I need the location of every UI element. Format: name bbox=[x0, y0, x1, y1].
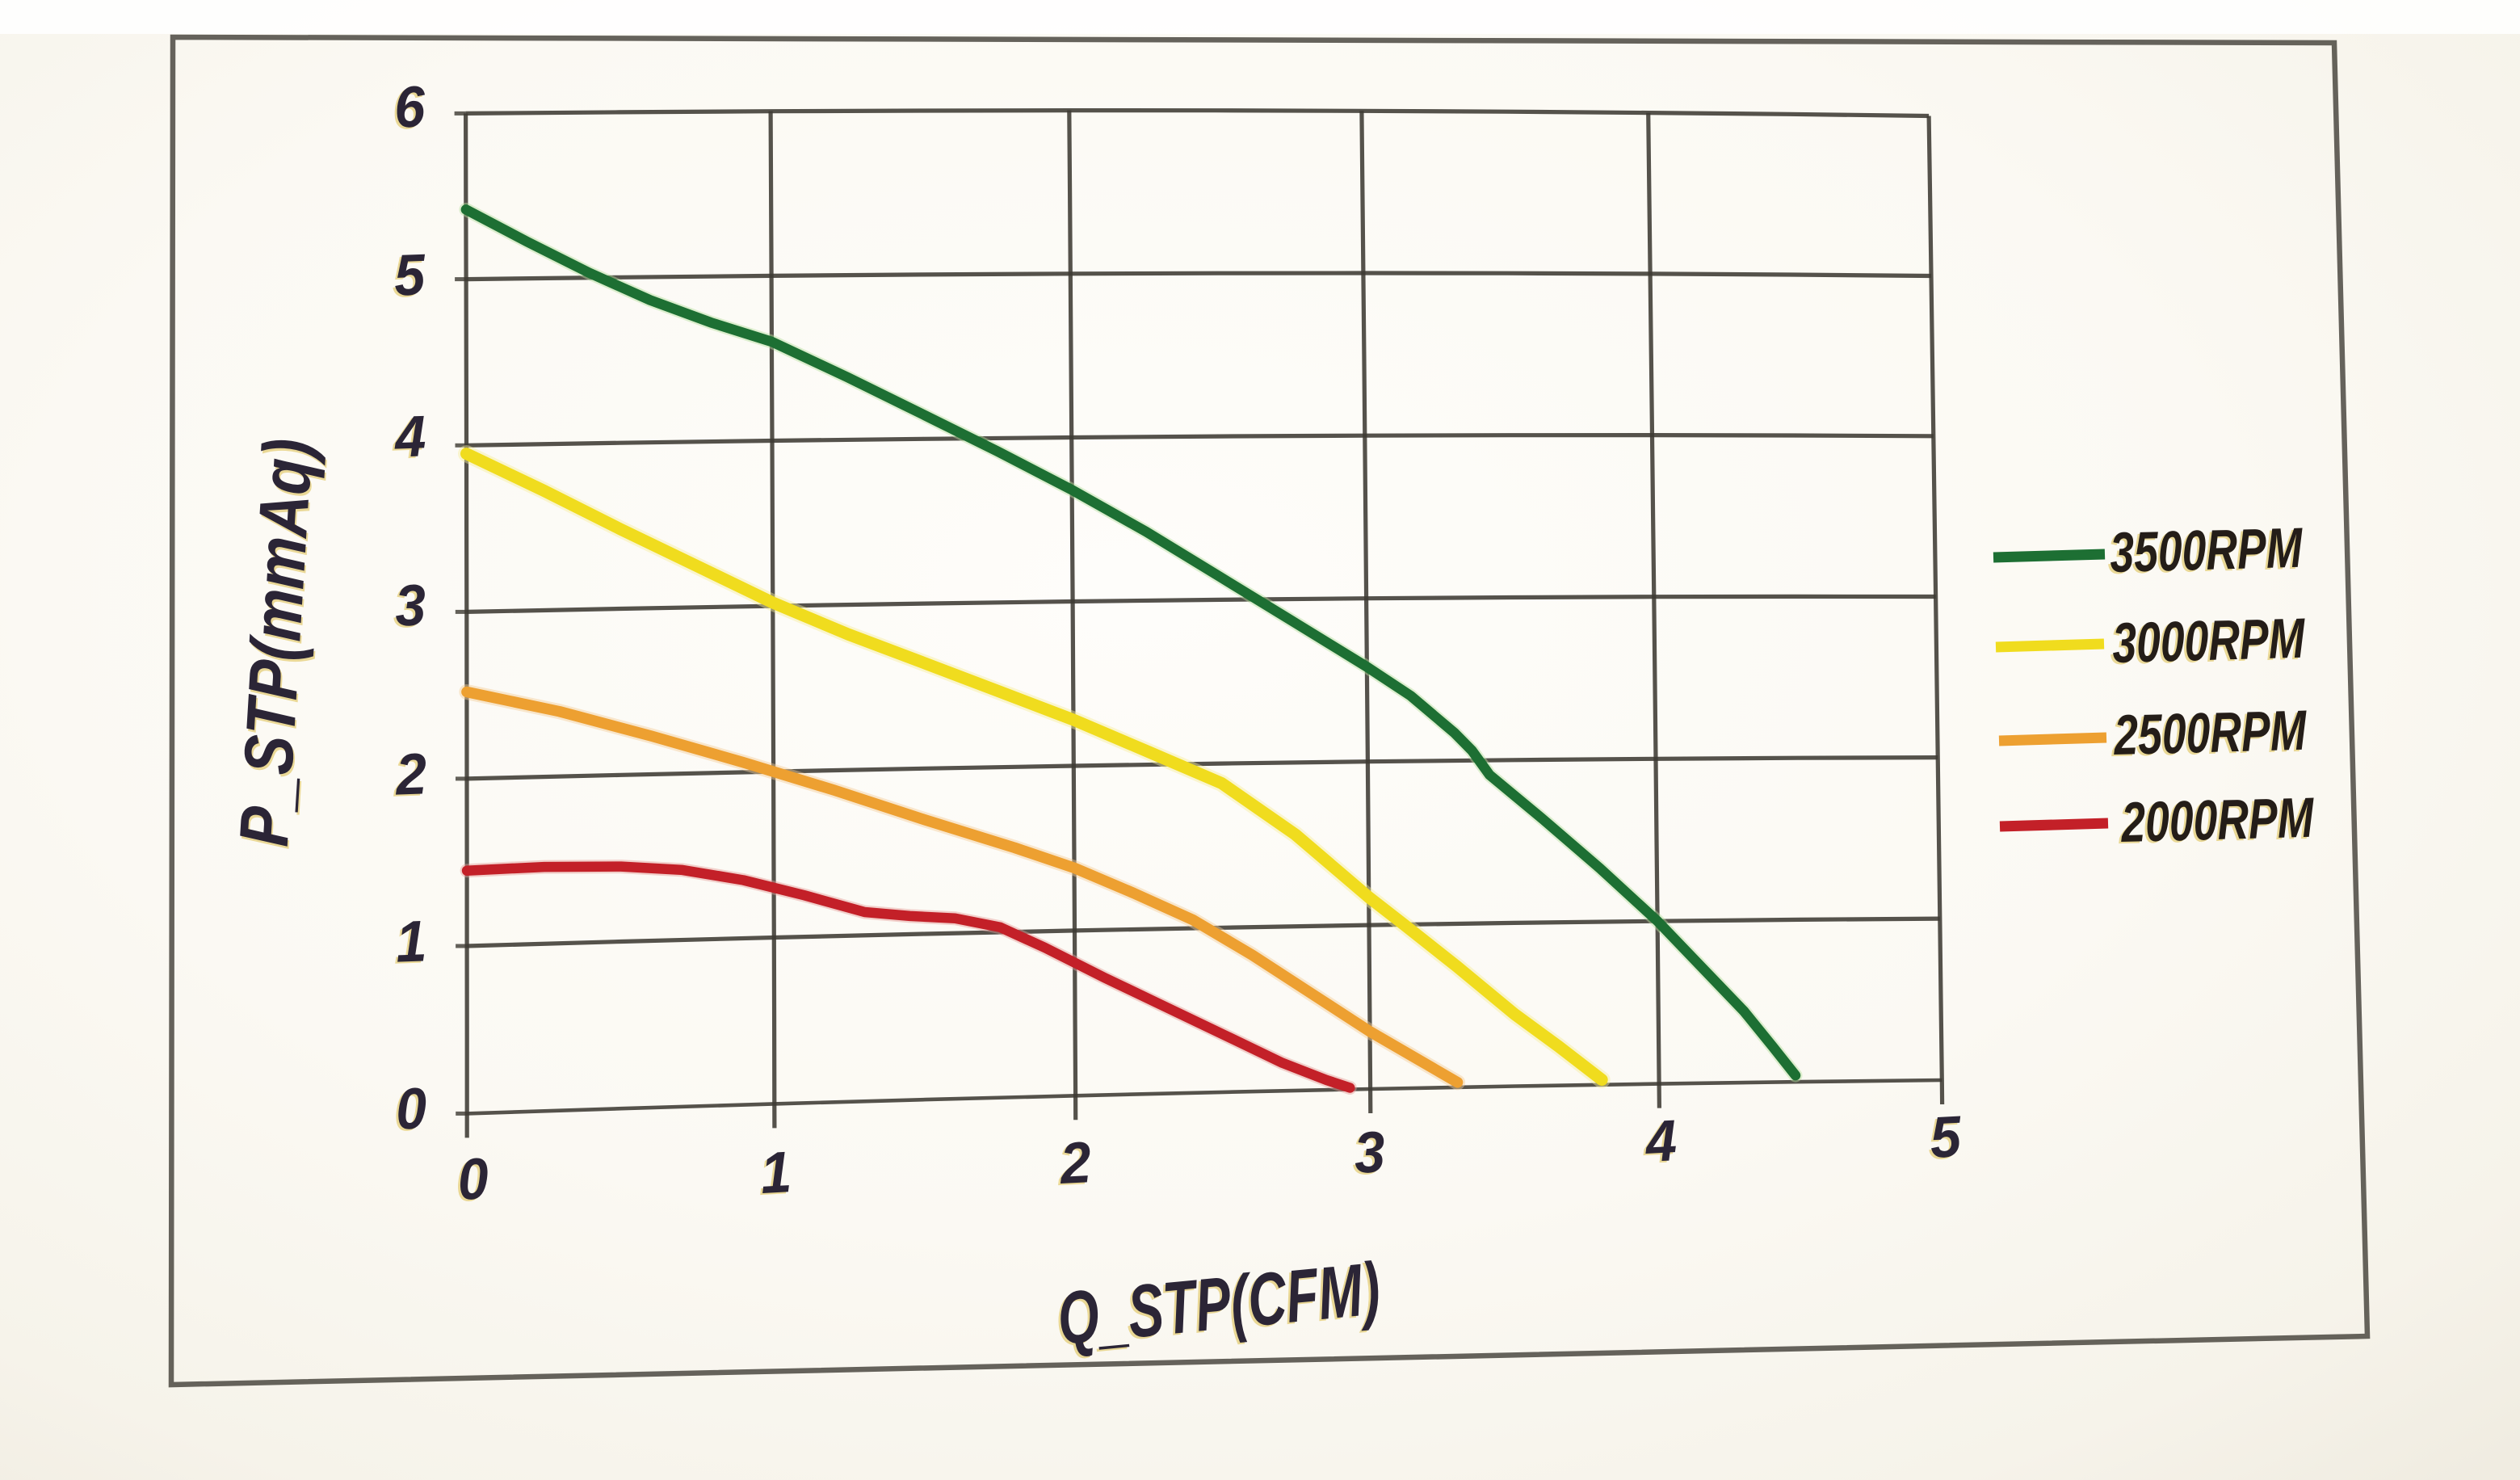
svg-text:5: 5 bbox=[391, 244, 425, 309]
svg-text:1: 1 bbox=[393, 910, 426, 976]
svg-text:3500RPM: 3500RPM bbox=[2109, 516, 2304, 584]
svg-text:2: 2 bbox=[393, 742, 428, 807]
svg-text:5: 5 bbox=[1929, 1104, 1964, 1171]
svg-text:3: 3 bbox=[1353, 1120, 1387, 1186]
svg-text:0: 0 bbox=[456, 1146, 490, 1213]
svg-text:6: 6 bbox=[391, 76, 425, 141]
svg-text:4: 4 bbox=[1640, 1110, 1676, 1176]
svg-text:3500RPM: 3500RPM bbox=[2106, 518, 2301, 586]
svg-text:0: 0 bbox=[393, 1078, 426, 1143]
svg-text:5: 5 bbox=[393, 242, 427, 308]
svg-text:3: 3 bbox=[1350, 1121, 1384, 1188]
svg-text:1: 1 bbox=[395, 909, 428, 974]
svg-text:3000RPM: 3000RPM bbox=[2109, 608, 2304, 676]
svg-text:4: 4 bbox=[1643, 1108, 1678, 1175]
svg-text:1: 1 bbox=[757, 1142, 791, 1208]
svg-text:4: 4 bbox=[390, 406, 425, 471]
svg-text:0: 0 bbox=[395, 1076, 428, 1142]
svg-text:6: 6 bbox=[393, 74, 427, 140]
svg-text:2000RPM: 2000RPM bbox=[2117, 788, 2313, 856]
svg-text:4: 4 bbox=[393, 404, 427, 469]
svg-text:2: 2 bbox=[391, 743, 426, 809]
svg-text:3000RPM: 3000RPM bbox=[2111, 607, 2306, 675]
svg-text:3: 3 bbox=[394, 573, 427, 638]
svg-text:2: 2 bbox=[1057, 1130, 1093, 1196]
svg-text:2500RPM: 2500RPM bbox=[2112, 699, 2308, 767]
svg-text:3: 3 bbox=[392, 574, 425, 640]
svg-text:2: 2 bbox=[1055, 1132, 1090, 1198]
svg-text:0: 0 bbox=[454, 1148, 488, 1214]
svg-text:2000RPM: 2000RPM bbox=[2119, 786, 2316, 854]
svg-text:1: 1 bbox=[759, 1140, 793, 1206]
svg-text:2500RPM: 2500RPM bbox=[2110, 700, 2306, 768]
svg-text:5: 5 bbox=[1926, 1106, 1961, 1172]
